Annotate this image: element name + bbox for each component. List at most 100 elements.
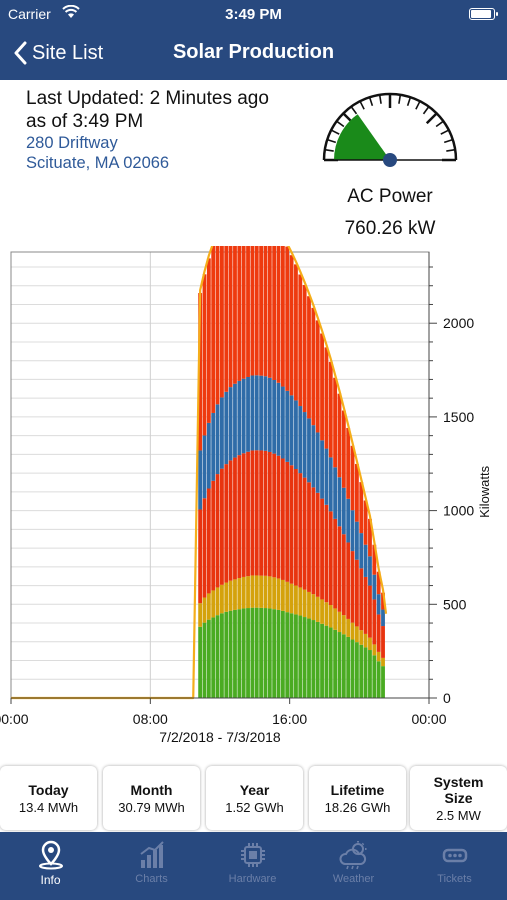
bar-segment bbox=[276, 455, 281, 579]
ac-power-label: AC Power bbox=[347, 186, 433, 207]
bar-segment bbox=[276, 609, 281, 698]
bar-segment bbox=[350, 510, 355, 552]
bar-segment bbox=[220, 246, 224, 398]
bar-segment bbox=[211, 412, 216, 481]
bar-segment bbox=[228, 387, 233, 461]
battery-icon bbox=[469, 8, 498, 20]
bar-segment bbox=[368, 518, 372, 557]
bar-segment bbox=[350, 551, 355, 623]
card-system-size[interactable]: System Size 2.5 MW bbox=[410, 766, 507, 830]
back-button[interactable]: Site List bbox=[14, 38, 103, 68]
bar-segment bbox=[320, 440, 324, 499]
card-today[interactable]: Today 13.4 MWh bbox=[0, 766, 97, 830]
bar-segment bbox=[320, 599, 324, 624]
bar-segment bbox=[224, 246, 229, 392]
bar-segment bbox=[311, 425, 316, 488]
bar-segment bbox=[250, 575, 255, 608]
card-year-title: Year bbox=[239, 782, 270, 798]
bar-segment bbox=[346, 618, 351, 637]
bar-segment bbox=[320, 333, 324, 441]
bar-segment bbox=[272, 577, 277, 610]
bar-segment bbox=[259, 575, 264, 608]
y-axis-label: Kilowatts bbox=[477, 465, 492, 518]
last-updated-block: Last Updated: 2 Minutes ago as of 3:49 P… bbox=[26, 87, 269, 133]
bar-segment bbox=[302, 412, 307, 478]
bar-segment bbox=[263, 376, 268, 451]
tab-info[interactable]: Info bbox=[0, 832, 101, 900]
bar-segment bbox=[272, 379, 277, 454]
last-updated-text: Last Updated: 2 Minutes ago bbox=[26, 88, 269, 109]
bar-segment bbox=[324, 602, 329, 626]
bar-segment bbox=[220, 613, 224, 698]
bar-segment bbox=[320, 498, 324, 600]
bar-segment bbox=[376, 651, 381, 662]
bar-segment bbox=[267, 451, 272, 577]
tab-charts-label: Charts bbox=[135, 873, 168, 885]
card-system-size-title-line1: System bbox=[433, 774, 484, 790]
tab-charts[interactable]: Charts bbox=[101, 832, 202, 900]
y-tick-label: 1500 bbox=[443, 409, 474, 425]
bar-segment bbox=[302, 589, 307, 618]
bar-segment bbox=[311, 620, 316, 698]
x-axis-label: 7/2/2018 - 7/3/2018 bbox=[159, 729, 281, 745]
card-month[interactable]: Month 30.79 MWh bbox=[103, 766, 200, 830]
address-line-2: Scituate, MA 02066 bbox=[26, 154, 170, 172]
bar-segment bbox=[215, 246, 220, 405]
bar-segment bbox=[328, 361, 333, 458]
gauge-tick bbox=[326, 138, 337, 144]
x-tick-label: 00:00 bbox=[0, 711, 29, 727]
gauge-tick bbox=[435, 120, 444, 128]
bar-segment bbox=[354, 642, 359, 698]
tab-weather[interactable]: Weather bbox=[303, 832, 404, 900]
ticket-icon bbox=[442, 848, 467, 863]
tab-tickets[interactable]: Tickets bbox=[404, 832, 505, 900]
gauge-tick bbox=[415, 100, 421, 110]
bar-segment bbox=[368, 585, 372, 638]
bar-segment bbox=[328, 627, 333, 698]
bar-segment bbox=[311, 487, 316, 595]
bar-segment bbox=[215, 587, 220, 616]
bar-segment bbox=[328, 511, 333, 606]
card-year[interactable]: Year 1.52 GWh bbox=[206, 766, 303, 830]
as-of-text: as of 3:49 PM bbox=[26, 111, 144, 132]
gauge-tick bbox=[336, 120, 345, 128]
bar-segment bbox=[246, 246, 250, 377]
bar-segment bbox=[341, 615, 346, 635]
bar-segment bbox=[363, 576, 368, 634]
bar-segment bbox=[289, 613, 294, 698]
card-system-size-title-line2: Size bbox=[444, 790, 473, 806]
bar-segment bbox=[285, 612, 290, 698]
bar-segment bbox=[233, 246, 237, 384]
bar-segment bbox=[350, 622, 355, 640]
bar-segment bbox=[280, 579, 285, 611]
bar-segment bbox=[241, 246, 246, 379]
bar-segment bbox=[363, 544, 368, 577]
bar-segment bbox=[354, 626, 359, 643]
bar-segment bbox=[215, 474, 220, 588]
card-system-size-value: 2.5 MW bbox=[436, 808, 481, 823]
bar-segment bbox=[285, 461, 290, 582]
gauge-tick bbox=[350, 106, 358, 115]
gauge-tick bbox=[368, 96, 374, 107]
site-address[interactable]: 280 Driftway Scituate, MA 02066 bbox=[26, 133, 169, 173]
ac-power-value: 760.26 kW bbox=[344, 218, 436, 239]
bar-segment bbox=[298, 406, 303, 474]
bar-segment bbox=[259, 375, 264, 451]
bar-segment bbox=[381, 626, 385, 658]
bar-segment bbox=[211, 246, 216, 413]
tab-tickets-label: Tickets bbox=[437, 873, 472, 885]
bar-segment bbox=[341, 634, 346, 698]
x-tick-label: 16:00 bbox=[272, 711, 307, 727]
location-pin-icon bbox=[38, 840, 63, 870]
bar-segment bbox=[215, 615, 220, 698]
bar-segment bbox=[289, 395, 294, 466]
bar-segment bbox=[307, 618, 311, 698]
bar-segment bbox=[381, 592, 385, 610]
card-lifetime[interactable]: Lifetime 18.26 GWh bbox=[309, 766, 406, 830]
bar-segment bbox=[337, 393, 342, 478]
tab-hardware[interactable]: Hardware bbox=[202, 832, 303, 900]
ac-power-gauge bbox=[322, 92, 458, 167]
bar-segment bbox=[198, 626, 203, 698]
bar-segment bbox=[259, 450, 264, 576]
bar-segment bbox=[280, 386, 285, 459]
